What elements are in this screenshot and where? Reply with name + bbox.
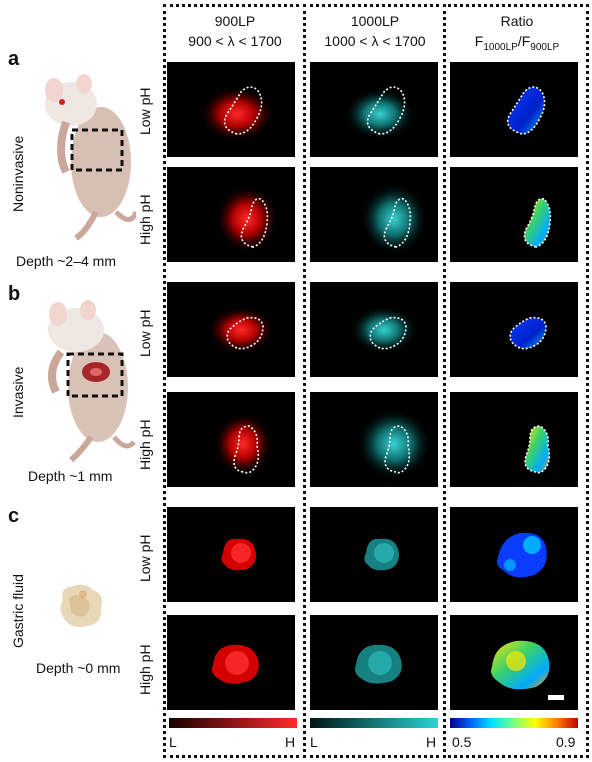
mouse-photo-invasive bbox=[48, 300, 136, 462]
column-title-900lp: 900LP bbox=[214, 13, 256, 29]
image-r5-900lp bbox=[167, 507, 295, 602]
column-subtitle-ratio: F1000LP/F900LP bbox=[446, 32, 588, 57]
colorbar-ratio-high: 0.9 bbox=[556, 734, 576, 750]
row-label-6: High pH bbox=[137, 644, 153, 695]
colorbar-ratio-low: 0.5 bbox=[452, 734, 472, 750]
method-label-c: Gastric fluid bbox=[10, 574, 26, 648]
ratio-f-label: F bbox=[474, 33, 484, 49]
colorbar-1000lp-high: H bbox=[426, 734, 437, 750]
image-r5-1000lp bbox=[310, 507, 438, 602]
image-r2-900lp bbox=[167, 167, 295, 262]
image-r6-1000lp bbox=[310, 615, 438, 710]
image-r1-ratio bbox=[450, 62, 578, 157]
image-r3-1000lp bbox=[310, 282, 438, 377]
image-r6-ratio bbox=[450, 615, 578, 710]
colorbar-1000lp bbox=[310, 718, 438, 728]
method-label-b: Invasive bbox=[10, 366, 26, 418]
row-label-1: Low pH bbox=[137, 87, 153, 135]
row-label-2: High pH bbox=[137, 194, 153, 245]
panel-letter-a: a bbox=[8, 48, 20, 70]
colorbar-900lp-low: L bbox=[169, 734, 177, 750]
colorbar-900lp bbox=[169, 718, 297, 728]
image-r3-900lp bbox=[167, 282, 295, 377]
row-label-3: Low pH bbox=[137, 309, 153, 357]
image-r4-900lp bbox=[167, 392, 295, 487]
image-r6-900lp bbox=[167, 615, 295, 710]
panel-letter-c: c bbox=[8, 505, 20, 527]
image-r3-ratio bbox=[450, 282, 578, 377]
scale-bar bbox=[548, 695, 564, 700]
column-title-1000lp: 1000LP bbox=[350, 13, 400, 29]
depth-label-b: Depth ~1 mm bbox=[28, 468, 113, 484]
ratio-sub1: 1000LP bbox=[483, 41, 518, 53]
column-subtitle-900lp: 900 < λ < 1700 bbox=[188, 33, 282, 49]
row-label-5: Low pH bbox=[137, 534, 153, 582]
image-r1-1000lp bbox=[310, 62, 438, 157]
mouse-photo-noninvasive bbox=[45, 74, 136, 241]
depth-label-c: Depth ~0 mm bbox=[36, 660, 121, 676]
colorbar-900lp-high: H bbox=[285, 734, 296, 750]
column-title-ratio: Ratio bbox=[500, 13, 534, 29]
image-r2-1000lp bbox=[310, 167, 438, 262]
image-r5-ratio bbox=[450, 507, 578, 602]
row-label-4: High pH bbox=[137, 419, 153, 470]
column-box-ratio bbox=[443, 4, 589, 758]
image-r4-1000lp bbox=[310, 392, 438, 487]
colorbar-ratio bbox=[450, 718, 578, 728]
column-subtitle-1000lp: 1000 < λ < 1700 bbox=[324, 33, 426, 49]
method-label-a: Noninvasive bbox=[10, 135, 26, 212]
image-r2-ratio bbox=[450, 167, 578, 262]
tissue-photo-gastric bbox=[60, 584, 102, 628]
image-r4-ratio bbox=[450, 392, 578, 487]
panel-letter-b: b bbox=[8, 283, 21, 305]
ratio-sub2: 900LP bbox=[530, 41, 560, 53]
depth-label-a: Depth ~2–4 mm bbox=[16, 253, 116, 269]
image-r1-900lp bbox=[167, 62, 295, 157]
colorbar-1000lp-low: L bbox=[310, 734, 318, 750]
ratio-slash: /F bbox=[517, 33, 531, 49]
